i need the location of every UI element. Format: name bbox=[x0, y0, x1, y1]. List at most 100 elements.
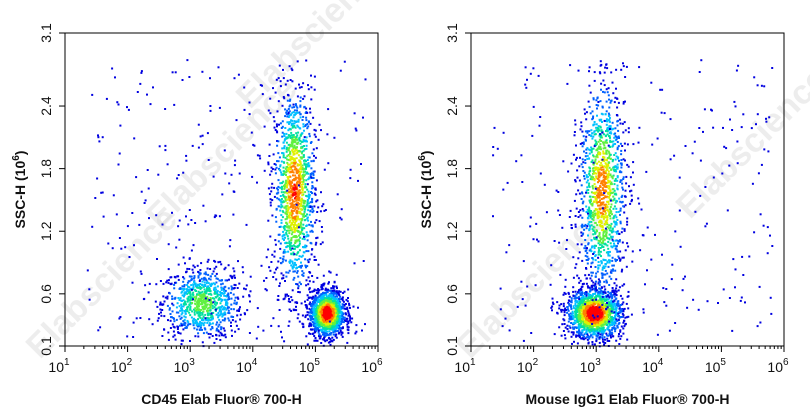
event-dot bbox=[308, 288, 311, 291]
event-dot bbox=[341, 320, 343, 323]
event-dot bbox=[296, 302, 299, 304]
event-dot bbox=[279, 282, 281, 285]
event-dot bbox=[243, 108, 246, 111]
event-dot bbox=[564, 326, 567, 329]
event-dot bbox=[192, 283, 195, 286]
event-dot bbox=[283, 170, 286, 173]
event-dot bbox=[245, 284, 248, 287]
event-dot bbox=[323, 339, 326, 342]
event-dot bbox=[199, 320, 202, 323]
event-dot bbox=[575, 305, 578, 308]
event-dot bbox=[299, 233, 302, 235]
event-dot bbox=[283, 132, 286, 135]
event-dot bbox=[209, 297, 212, 300]
event-dot bbox=[332, 294, 335, 297]
event-dot bbox=[203, 302, 206, 305]
event-dot bbox=[335, 336, 338, 339]
event-dot bbox=[206, 312, 209, 315]
event-dot bbox=[277, 140, 280, 143]
event-dot bbox=[338, 302, 340, 305]
event-dot bbox=[594, 284, 597, 287]
event-dot bbox=[304, 258, 307, 261]
event-dot bbox=[335, 304, 338, 307]
event-dot bbox=[192, 264, 195, 267]
event-dot bbox=[347, 310, 350, 313]
event-dot bbox=[180, 303, 183, 306]
event-dot bbox=[186, 308, 189, 311]
event-dot bbox=[289, 183, 291, 186]
event-dot bbox=[603, 344, 606, 346]
event-dot bbox=[342, 305, 344, 308]
event-dot bbox=[201, 341, 204, 344]
event-dot bbox=[186, 319, 189, 322]
event-dot bbox=[277, 185, 280, 188]
event-dot bbox=[237, 73, 240, 76]
event-dot bbox=[248, 294, 251, 297]
event-dot bbox=[196, 323, 199, 326]
event-dot bbox=[348, 315, 351, 318]
event-dot bbox=[298, 86, 301, 89]
event-dot bbox=[274, 91, 277, 94]
event-dot bbox=[277, 191, 280, 194]
event-dot bbox=[316, 211, 319, 213]
y-tick-label: 0.6 bbox=[38, 284, 54, 304]
event-dot bbox=[333, 280, 336, 283]
event-dot bbox=[223, 319, 226, 322]
event-dot bbox=[568, 295, 571, 298]
event-dot bbox=[578, 324, 581, 327]
event-dot bbox=[298, 171, 301, 174]
event-dot bbox=[196, 264, 199, 267]
event-dot bbox=[289, 79, 292, 81]
event-dot bbox=[287, 250, 290, 253]
event-dot bbox=[314, 156, 317, 159]
event-dot bbox=[280, 214, 283, 217]
event-dot bbox=[301, 132, 304, 135]
event-dot bbox=[302, 168, 305, 170]
event-dot bbox=[199, 298, 201, 301]
event-dot bbox=[304, 244, 307, 247]
event-dot bbox=[188, 311, 191, 314]
event-dot bbox=[562, 318, 565, 321]
event-dot bbox=[230, 315, 233, 318]
event-dot bbox=[578, 331, 581, 334]
event-dot bbox=[285, 271, 288, 274]
event-dot bbox=[306, 127, 309, 130]
event-dot bbox=[289, 249, 292, 251]
event-dot bbox=[315, 147, 318, 150]
event-dot bbox=[305, 186, 308, 189]
event-dot bbox=[283, 225, 286, 227]
event-dot bbox=[201, 134, 204, 137]
event-dot bbox=[292, 278, 295, 281]
event-dot bbox=[198, 315, 201, 318]
event-dot bbox=[164, 149, 167, 152]
event-dot bbox=[292, 162, 295, 164]
event-dot bbox=[563, 314, 566, 317]
event-dot bbox=[583, 293, 586, 296]
event-dot bbox=[299, 224, 302, 227]
event-dot bbox=[324, 301, 327, 304]
event-dot bbox=[287, 94, 290, 97]
event-dot bbox=[287, 176, 290, 179]
event-dot bbox=[211, 272, 214, 275]
event-dot bbox=[594, 325, 597, 327]
event-dot bbox=[197, 311, 200, 314]
event-dot bbox=[212, 317, 214, 320]
event-dot bbox=[302, 138, 305, 141]
event-dot bbox=[353, 112, 356, 115]
event-dot bbox=[292, 266, 295, 269]
event-dot bbox=[305, 163, 308, 166]
event-dot bbox=[307, 190, 310, 193]
event-dot bbox=[172, 330, 175, 333]
event-dot bbox=[308, 202, 311, 205]
event-dot bbox=[282, 180, 285, 183]
event-dot bbox=[267, 248, 270, 251]
event-dot bbox=[283, 147, 286, 150]
event-dot bbox=[198, 273, 201, 276]
event-dot bbox=[285, 233, 288, 236]
event-dot bbox=[285, 111, 288, 114]
event-dot bbox=[230, 173, 233, 176]
event-dot bbox=[611, 302, 614, 305]
event-dot bbox=[222, 307, 225, 310]
event-dot bbox=[332, 318, 335, 321]
